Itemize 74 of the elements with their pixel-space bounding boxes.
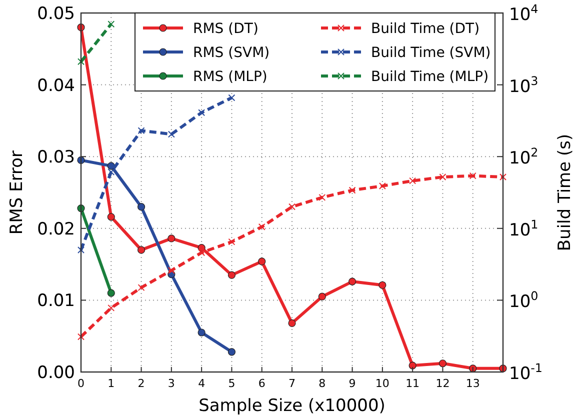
point — [168, 130, 175, 138]
y-tick-label: 0.05 — [37, 4, 75, 24]
point — [228, 238, 236, 246]
y-tick-label: 0.04 — [37, 76, 75, 96]
y2-tick-label: 10$^{0}$ — [509, 289, 538, 312]
legend-label: RMS (DT) — [193, 21, 258, 37]
x-tick-label: 2 — [138, 377, 145, 390]
point — [78, 58, 84, 66]
legend-label: Build Time (DT) — [371, 21, 480, 37]
point — [137, 203, 146, 211]
point — [348, 278, 356, 286]
point — [198, 109, 206, 116]
point — [348, 186, 356, 194]
y2-tick-label: 10$^{4}$ — [509, 2, 538, 25]
point — [138, 284, 145, 292]
legend-label: Build Time (SVM) — [371, 45, 491, 61]
point — [137, 246, 146, 254]
point — [168, 266, 175, 274]
x-tick-label: 4 — [198, 377, 206, 390]
x-tick-label: 8 — [318, 377, 326, 390]
x-tick-label: 6 — [258, 377, 266, 390]
point — [378, 281, 386, 289]
x-tick-label: 3 — [168, 377, 175, 390]
y2-tick-label: 10$^{3}$ — [509, 74, 538, 97]
x-tick-label: 13 — [466, 377, 480, 390]
point — [288, 319, 296, 327]
x-axis-title: Sample Size (x10000) — [198, 396, 386, 416]
point — [228, 94, 236, 102]
y2-axis-title: Build Time (s) — [555, 134, 575, 252]
x-tick-label: 11 — [406, 377, 420, 390]
point — [108, 20, 115, 28]
point — [469, 172, 476, 180]
x-tick-label: 1 — [108, 377, 115, 390]
point — [258, 258, 266, 266]
point — [198, 249, 206, 256]
point — [378, 182, 386, 190]
legend-label: RMS (SVM) — [193, 45, 270, 61]
y2-tick-label: 10$^{2}$ — [509, 146, 538, 169]
point — [168, 234, 176, 242]
x-tick-label: 9 — [348, 377, 356, 390]
point — [258, 223, 266, 230]
point — [500, 173, 506, 180]
y-axis-title: RMS Error — [7, 150, 27, 235]
point — [318, 194, 326, 201]
point — [409, 177, 416, 184]
point — [228, 271, 236, 279]
y-tick-label: 0.00 — [37, 363, 75, 383]
point — [78, 246, 84, 254]
y2-tick-label: 10$^{-1}$ — [509, 361, 542, 384]
point — [288, 203, 296, 210]
x-tick-label: 10 — [375, 377, 390, 390]
point — [318, 292, 326, 300]
point — [408, 362, 416, 370]
y-tick-label: 0.01 — [37, 291, 75, 312]
x-tick-label: 0 — [78, 377, 84, 390]
legend-label: RMS (MLP) — [193, 69, 268, 85]
point — [138, 127, 145, 134]
y-tick-label: 0.03 — [37, 148, 75, 168]
point — [108, 304, 115, 312]
x-tick-label: 5 — [228, 377, 236, 390]
point — [439, 173, 446, 180]
x-tick-label: 12 — [436, 377, 450, 390]
point — [107, 289, 115, 297]
point — [438, 360, 447, 368]
legend-label: Build Time (MLP) — [371, 69, 489, 85]
point — [78, 333, 84, 340]
point — [198, 328, 206, 336]
y2-tick-label: 10$^{1}$ — [509, 217, 538, 240]
point — [469, 364, 477, 372]
y-tick-label: 0.02 — [37, 219, 75, 240]
x-tick-label: 7 — [288, 377, 296, 390]
point — [107, 213, 115, 221]
point — [108, 168, 115, 176]
point — [228, 348, 236, 356]
